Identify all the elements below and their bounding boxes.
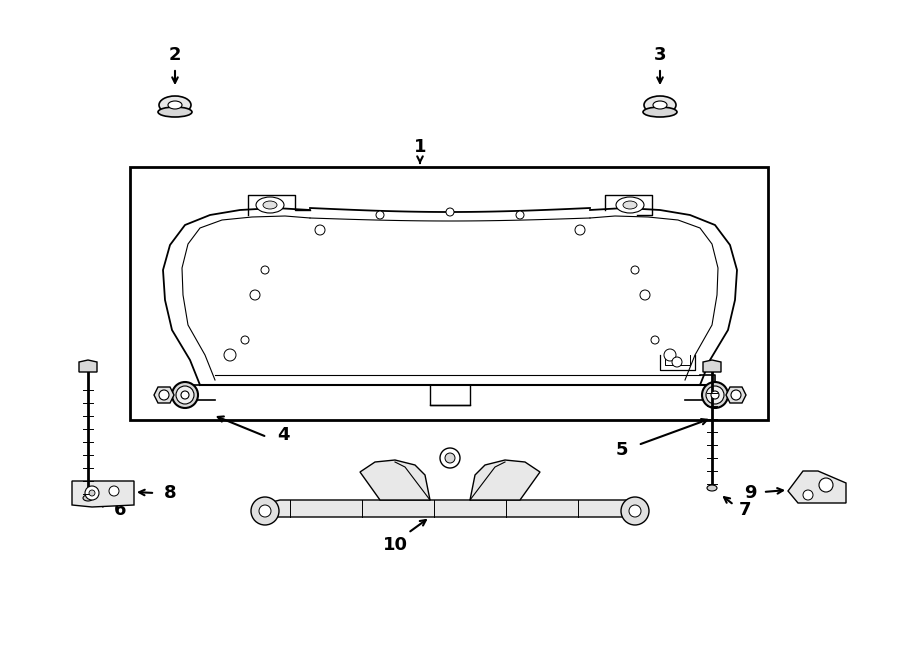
Circle shape	[651, 336, 659, 344]
Ellipse shape	[623, 201, 637, 209]
Circle shape	[85, 486, 99, 500]
Ellipse shape	[707, 485, 717, 491]
Circle shape	[241, 336, 249, 344]
Polygon shape	[260, 500, 640, 517]
Ellipse shape	[643, 107, 677, 117]
Text: 8: 8	[164, 484, 176, 502]
Circle shape	[819, 478, 833, 492]
Text: 1: 1	[414, 138, 427, 156]
Polygon shape	[72, 481, 134, 507]
Circle shape	[315, 225, 325, 235]
Ellipse shape	[616, 197, 644, 213]
Circle shape	[664, 349, 676, 361]
Circle shape	[640, 290, 650, 300]
Polygon shape	[79, 360, 97, 372]
Ellipse shape	[711, 391, 719, 399]
Circle shape	[803, 490, 813, 500]
Text: 3: 3	[653, 46, 666, 64]
Circle shape	[575, 225, 585, 235]
Polygon shape	[360, 460, 430, 500]
Circle shape	[629, 505, 641, 517]
Polygon shape	[154, 387, 174, 403]
Polygon shape	[703, 360, 721, 372]
Bar	[130, 167, 768, 420]
Circle shape	[251, 497, 279, 525]
Circle shape	[445, 453, 455, 463]
Text: 7: 7	[739, 501, 752, 519]
Ellipse shape	[159, 96, 191, 114]
Polygon shape	[726, 387, 746, 403]
Circle shape	[376, 211, 384, 219]
Ellipse shape	[702, 382, 728, 408]
Circle shape	[259, 505, 271, 517]
Circle shape	[250, 290, 260, 300]
Circle shape	[516, 211, 524, 219]
Ellipse shape	[181, 391, 189, 399]
Circle shape	[440, 448, 460, 468]
Text: 10: 10	[382, 536, 408, 554]
Ellipse shape	[83, 495, 93, 501]
Circle shape	[621, 497, 649, 525]
Text: 5: 5	[616, 441, 628, 459]
Circle shape	[446, 208, 454, 216]
Ellipse shape	[176, 386, 194, 404]
Ellipse shape	[172, 382, 198, 408]
Polygon shape	[788, 471, 846, 503]
Circle shape	[224, 349, 236, 361]
Text: 9: 9	[743, 484, 756, 502]
Ellipse shape	[706, 386, 724, 404]
Ellipse shape	[168, 101, 182, 109]
Circle shape	[159, 390, 169, 400]
Circle shape	[109, 486, 119, 496]
Circle shape	[89, 490, 95, 496]
Text: 6: 6	[113, 501, 126, 519]
Ellipse shape	[263, 201, 277, 209]
Circle shape	[672, 357, 682, 367]
Ellipse shape	[653, 101, 667, 109]
Polygon shape	[470, 460, 540, 500]
Ellipse shape	[256, 197, 284, 213]
Circle shape	[731, 390, 741, 400]
Text: 4: 4	[277, 426, 289, 444]
Ellipse shape	[158, 107, 192, 117]
Circle shape	[631, 266, 639, 274]
Text: 2: 2	[169, 46, 181, 64]
Ellipse shape	[644, 96, 676, 114]
Circle shape	[261, 266, 269, 274]
